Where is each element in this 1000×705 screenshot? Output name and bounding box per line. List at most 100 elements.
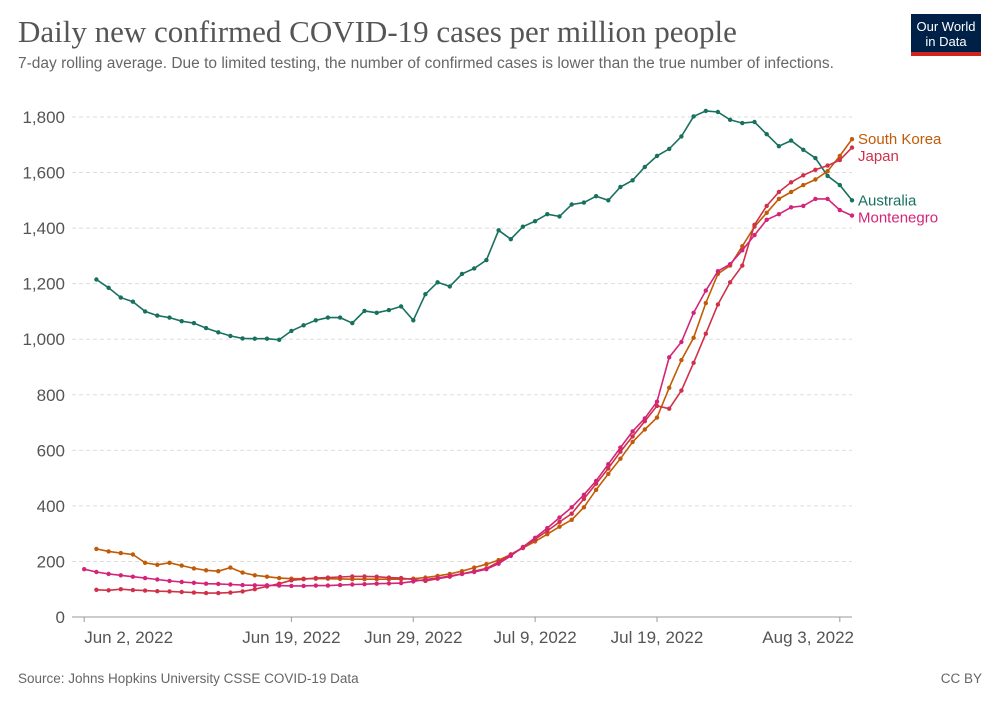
data-point[interactable] [581,505,587,510]
data-point[interactable] [155,313,160,318]
data-point[interactable] [301,577,306,582]
data-point[interactable] [325,575,331,580]
series-japan[interactable] [94,145,855,596]
data-point[interactable] [472,565,477,570]
data-point[interactable] [252,336,257,341]
data-point[interactable] [630,178,635,183]
data-point[interactable] [423,577,428,582]
data-point[interactable] [703,331,708,336]
series-label[interactable]: Japan [858,148,899,165]
data-point[interactable] [118,295,124,300]
data-point[interactable] [179,589,184,595]
data-point[interactable] [142,560,148,565]
data-point[interactable] [569,511,574,516]
data-point[interactable] [106,285,111,290]
data-point[interactable] [740,263,745,268]
data-point[interactable] [618,445,623,450]
data-point[interactable] [411,318,416,323]
data-point[interactable] [398,575,404,581]
data-point[interactable] [654,415,660,420]
data-point[interactable] [727,262,733,267]
data-point[interactable] [350,574,355,579]
data-point[interactable] [118,550,124,556]
owid-logo[interactable]: Our World in Data [911,14,981,56]
data-point[interactable] [752,119,757,125]
data-point[interactable] [228,333,233,339]
data-point[interactable] [520,224,526,229]
data-point[interactable] [825,169,830,174]
data-point[interactable] [264,336,270,341]
data-point[interactable] [825,196,830,202]
data-point[interactable] [191,566,197,571]
data-point[interactable] [764,132,769,137]
data-point[interactable] [642,164,647,170]
data-point[interactable] [508,553,513,559]
series-label[interactable]: Montenegro [858,209,938,226]
data-point[interactable] [691,335,696,340]
data-point[interactable] [801,203,806,209]
data-point[interactable] [569,202,574,207]
data-point[interactable] [142,309,148,314]
series-label[interactable]: Australia [858,192,917,209]
data-point[interactable] [545,525,550,531]
data-point[interactable] [496,561,501,566]
data-point[interactable] [240,570,245,575]
data-point[interactable] [618,184,623,190]
data-point[interactable] [216,590,221,596]
data-point[interactable] [569,517,574,522]
data-point[interactable] [289,328,294,334]
data-point[interactable] [557,519,562,525]
data-point[interactable] [167,578,172,584]
data-point[interactable] [606,462,611,467]
data-point[interactable] [216,581,221,587]
data-point[interactable] [654,153,660,159]
data-point[interactable] [423,292,428,297]
data-point[interactable] [362,308,367,314]
data-point[interactable] [264,583,270,588]
data-point[interactable] [813,196,818,202]
data-point[interactable] [593,487,599,492]
data-point[interactable] [203,325,209,331]
data-point[interactable] [545,212,550,217]
data-point[interactable] [667,406,672,411]
data-point[interactable] [618,456,623,461]
data-point[interactable] [801,173,806,178]
data-point[interactable] [118,587,124,592]
data-point[interactable] [118,573,124,578]
data-point[interactable] [179,579,184,585]
data-point[interactable] [130,574,136,579]
data-point[interactable] [82,567,87,572]
data-point[interactable] [849,145,855,150]
data-point[interactable] [849,198,855,203]
data-point[interactable] [313,575,318,581]
data-point[interactable] [630,439,635,445]
data-point[interactable] [130,552,136,557]
data-point[interactable] [679,388,684,393]
data-point[interactable] [350,320,355,326]
data-point[interactable] [788,180,794,185]
data-point[interactable] [398,304,404,309]
data-point[interactable] [837,157,842,163]
data-point[interactable] [813,167,818,172]
series-australia[interactable] [94,108,855,342]
data-point[interactable] [630,434,635,439]
data-point[interactable] [654,403,660,409]
data-point[interactable] [94,546,99,552]
data-point[interactable] [313,318,318,323]
data-point[interactable] [203,581,209,586]
data-point[interactable] [801,182,806,188]
data-point[interactable] [691,114,696,119]
data-point[interactable] [776,196,782,202]
data-point[interactable] [788,138,794,143]
data-point[interactable] [142,588,148,593]
data-point[interactable] [313,583,318,588]
data-point[interactable] [484,257,489,263]
data-point[interactable] [727,117,733,123]
data-point[interactable] [337,315,343,320]
data-point[interactable] [837,153,842,159]
data-point[interactable] [581,200,587,205]
data-point[interactable] [532,219,538,224]
data-point[interactable] [106,588,111,593]
data-point[interactable] [106,549,111,554]
data-point[interactable] [216,330,221,335]
